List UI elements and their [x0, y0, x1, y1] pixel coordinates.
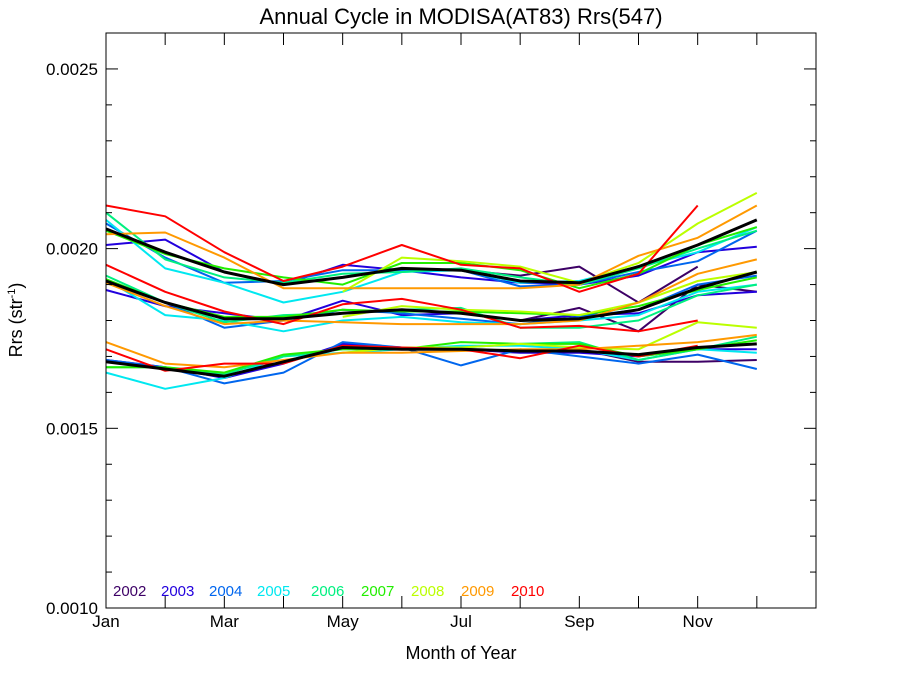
- y-tick-label: 0.0020: [46, 240, 98, 259]
- x-axis-ticks: Jan Mar May Jul Sep Nov: [92, 33, 817, 631]
- series-line-2009-upper: [105, 204, 758, 290]
- legend-item-2002: 2002: [113, 583, 146, 600]
- y-axis-label: Rrs (str-1): [6, 283, 26, 358]
- y-axis-label-superscript: -1: [6, 289, 18, 299]
- x-tick-label: Sep: [564, 612, 594, 631]
- legend-item-2008: 2008: [411, 583, 444, 600]
- y-axis-label-main: Rrs (str: [6, 298, 26, 357]
- series-line-2010-middle: [105, 263, 698, 333]
- x-tick-label: Jul: [450, 612, 472, 631]
- plot-lines: [105, 192, 758, 390]
- legend-item-2003: 2003: [161, 583, 194, 600]
- series-line-2008-upper: [342, 192, 758, 293]
- legend-item-2006: 2006: [311, 583, 344, 600]
- series-line-2010-upper: [105, 204, 699, 293]
- series-line-2009-middle: [105, 258, 758, 326]
- x-tick-label: Nov: [683, 612, 714, 631]
- legend-item-2005: 2005: [257, 583, 290, 600]
- legend-item-2009: 2009: [461, 583, 494, 600]
- series-line-2008-middle: [342, 271, 757, 318]
- y-axis-ticks: 0.0010 0.0015 0.0020 0.0025: [46, 32, 816, 618]
- legend-item-2004: 2004: [209, 583, 242, 600]
- series-line-mean-upper: [105, 218, 758, 287]
- legend: 2002 2003 2004 2005 2006 2007 2008 2009 2010: [113, 583, 544, 600]
- y-tick-label: 0.0025: [46, 60, 98, 79]
- series-line-2009-lower: [105, 333, 757, 369]
- legend-item-2007: 2007: [361, 583, 394, 600]
- x-axis-label: Month of Year: [405, 643, 516, 663]
- y-tick-label: 0.0010: [46, 599, 98, 618]
- series-line-2010-lower: [105, 344, 698, 372]
- x-tick-label: Mar: [210, 612, 240, 631]
- series-line-2007-upper: [105, 226, 758, 290]
- legend-item-2010: 2010: [511, 583, 544, 600]
- x-tick-label: May: [327, 612, 360, 631]
- chart-title: Annual Cycle in MODISA(AT83) Rrs(547): [259, 4, 662, 29]
- series-line-mean-middle: [105, 270, 758, 322]
- y-axis-label-end: ): [6, 283, 26, 289]
- x-tick-label: Jan: [92, 612, 119, 631]
- y-tick-label: 0.0015: [46, 419, 98, 438]
- series-line-mean-lower: [105, 342, 757, 378]
